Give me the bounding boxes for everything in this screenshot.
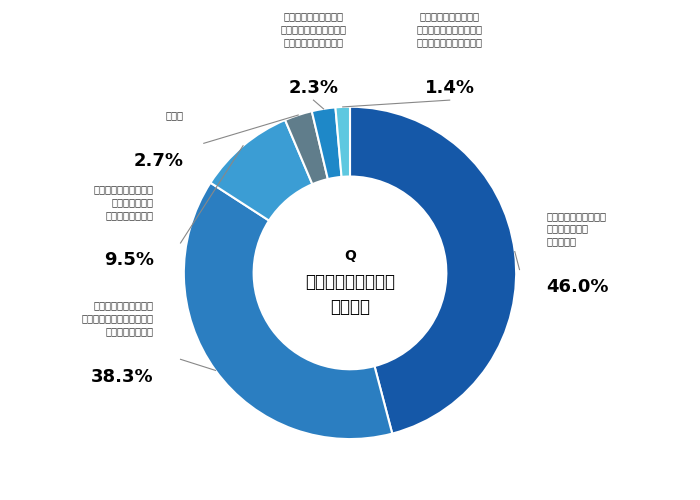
Wedge shape (350, 107, 516, 434)
Text: 2.7%: 2.7% (134, 152, 184, 170)
Text: 新型コロナウイルスの
流行は抑えられており、
まったく危険を感じない: 新型コロナウイルスの 流行は抑えられており、 まったく危険を感じない (416, 12, 483, 47)
Text: 新型コロナウイルスが
流行しており、
危険な状態: 新型コロナウイルスが 流行しており、 危険な状態 (546, 210, 606, 246)
Text: 2.3%: 2.3% (288, 78, 338, 96)
Text: その他: その他 (166, 110, 184, 120)
Wedge shape (184, 182, 392, 439)
Text: 38.3%: 38.3% (91, 368, 154, 386)
Text: 新型コロナウイルスの
流行は抑えられているが、
まだ危険を感じる: 新型コロナウイルスの 流行は抑えられているが、 まだ危険を感じる (82, 300, 154, 336)
Text: 新型コロナウイルスが
流行しており、
かなり危険な状態: 新型コロナウイルスが 流行しており、 かなり危険な状態 (94, 184, 154, 220)
Wedge shape (312, 108, 342, 179)
Text: 9.5%: 9.5% (104, 252, 154, 270)
Text: Q: Q (344, 250, 356, 264)
Text: 新型コロナウイルスの
流行は抑えられており、
あまり危険を感じない: 新型コロナウイルスの 流行は抑えられており、 あまり危険を感じない (281, 12, 346, 47)
Wedge shape (211, 120, 312, 220)
Wedge shape (285, 111, 328, 184)
Text: 1.4%: 1.4% (425, 78, 475, 96)
Text: 現在の日本に対する
イメージ: 現在の日本に対する イメージ (305, 273, 395, 316)
Text: 46.0%: 46.0% (546, 278, 608, 296)
Wedge shape (335, 107, 350, 177)
